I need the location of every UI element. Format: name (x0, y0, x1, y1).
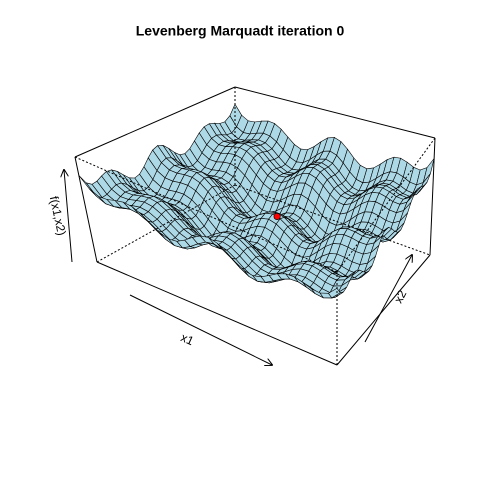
box-edge (234, 86, 436, 139)
x1-arrow (129, 294, 272, 365)
box-edge (234, 184, 431, 256)
box-edge (96, 261, 338, 366)
y-axis-label: x2 (391, 287, 409, 305)
box (74, 86, 436, 366)
chart-title: Levenberg Marquadt iteration 0 (136, 23, 345, 39)
box-edge (429, 137, 436, 256)
x2-arrow (364, 255, 412, 343)
box-edge (336, 254, 431, 366)
box-edge (74, 156, 98, 263)
box-edge (74, 86, 236, 158)
surface (78, 103, 435, 299)
surface-facet (328, 287, 341, 299)
current-point (273, 212, 281, 220)
x-axis-label: x1 (179, 330, 197, 348)
z-arrow (64, 170, 73, 263)
